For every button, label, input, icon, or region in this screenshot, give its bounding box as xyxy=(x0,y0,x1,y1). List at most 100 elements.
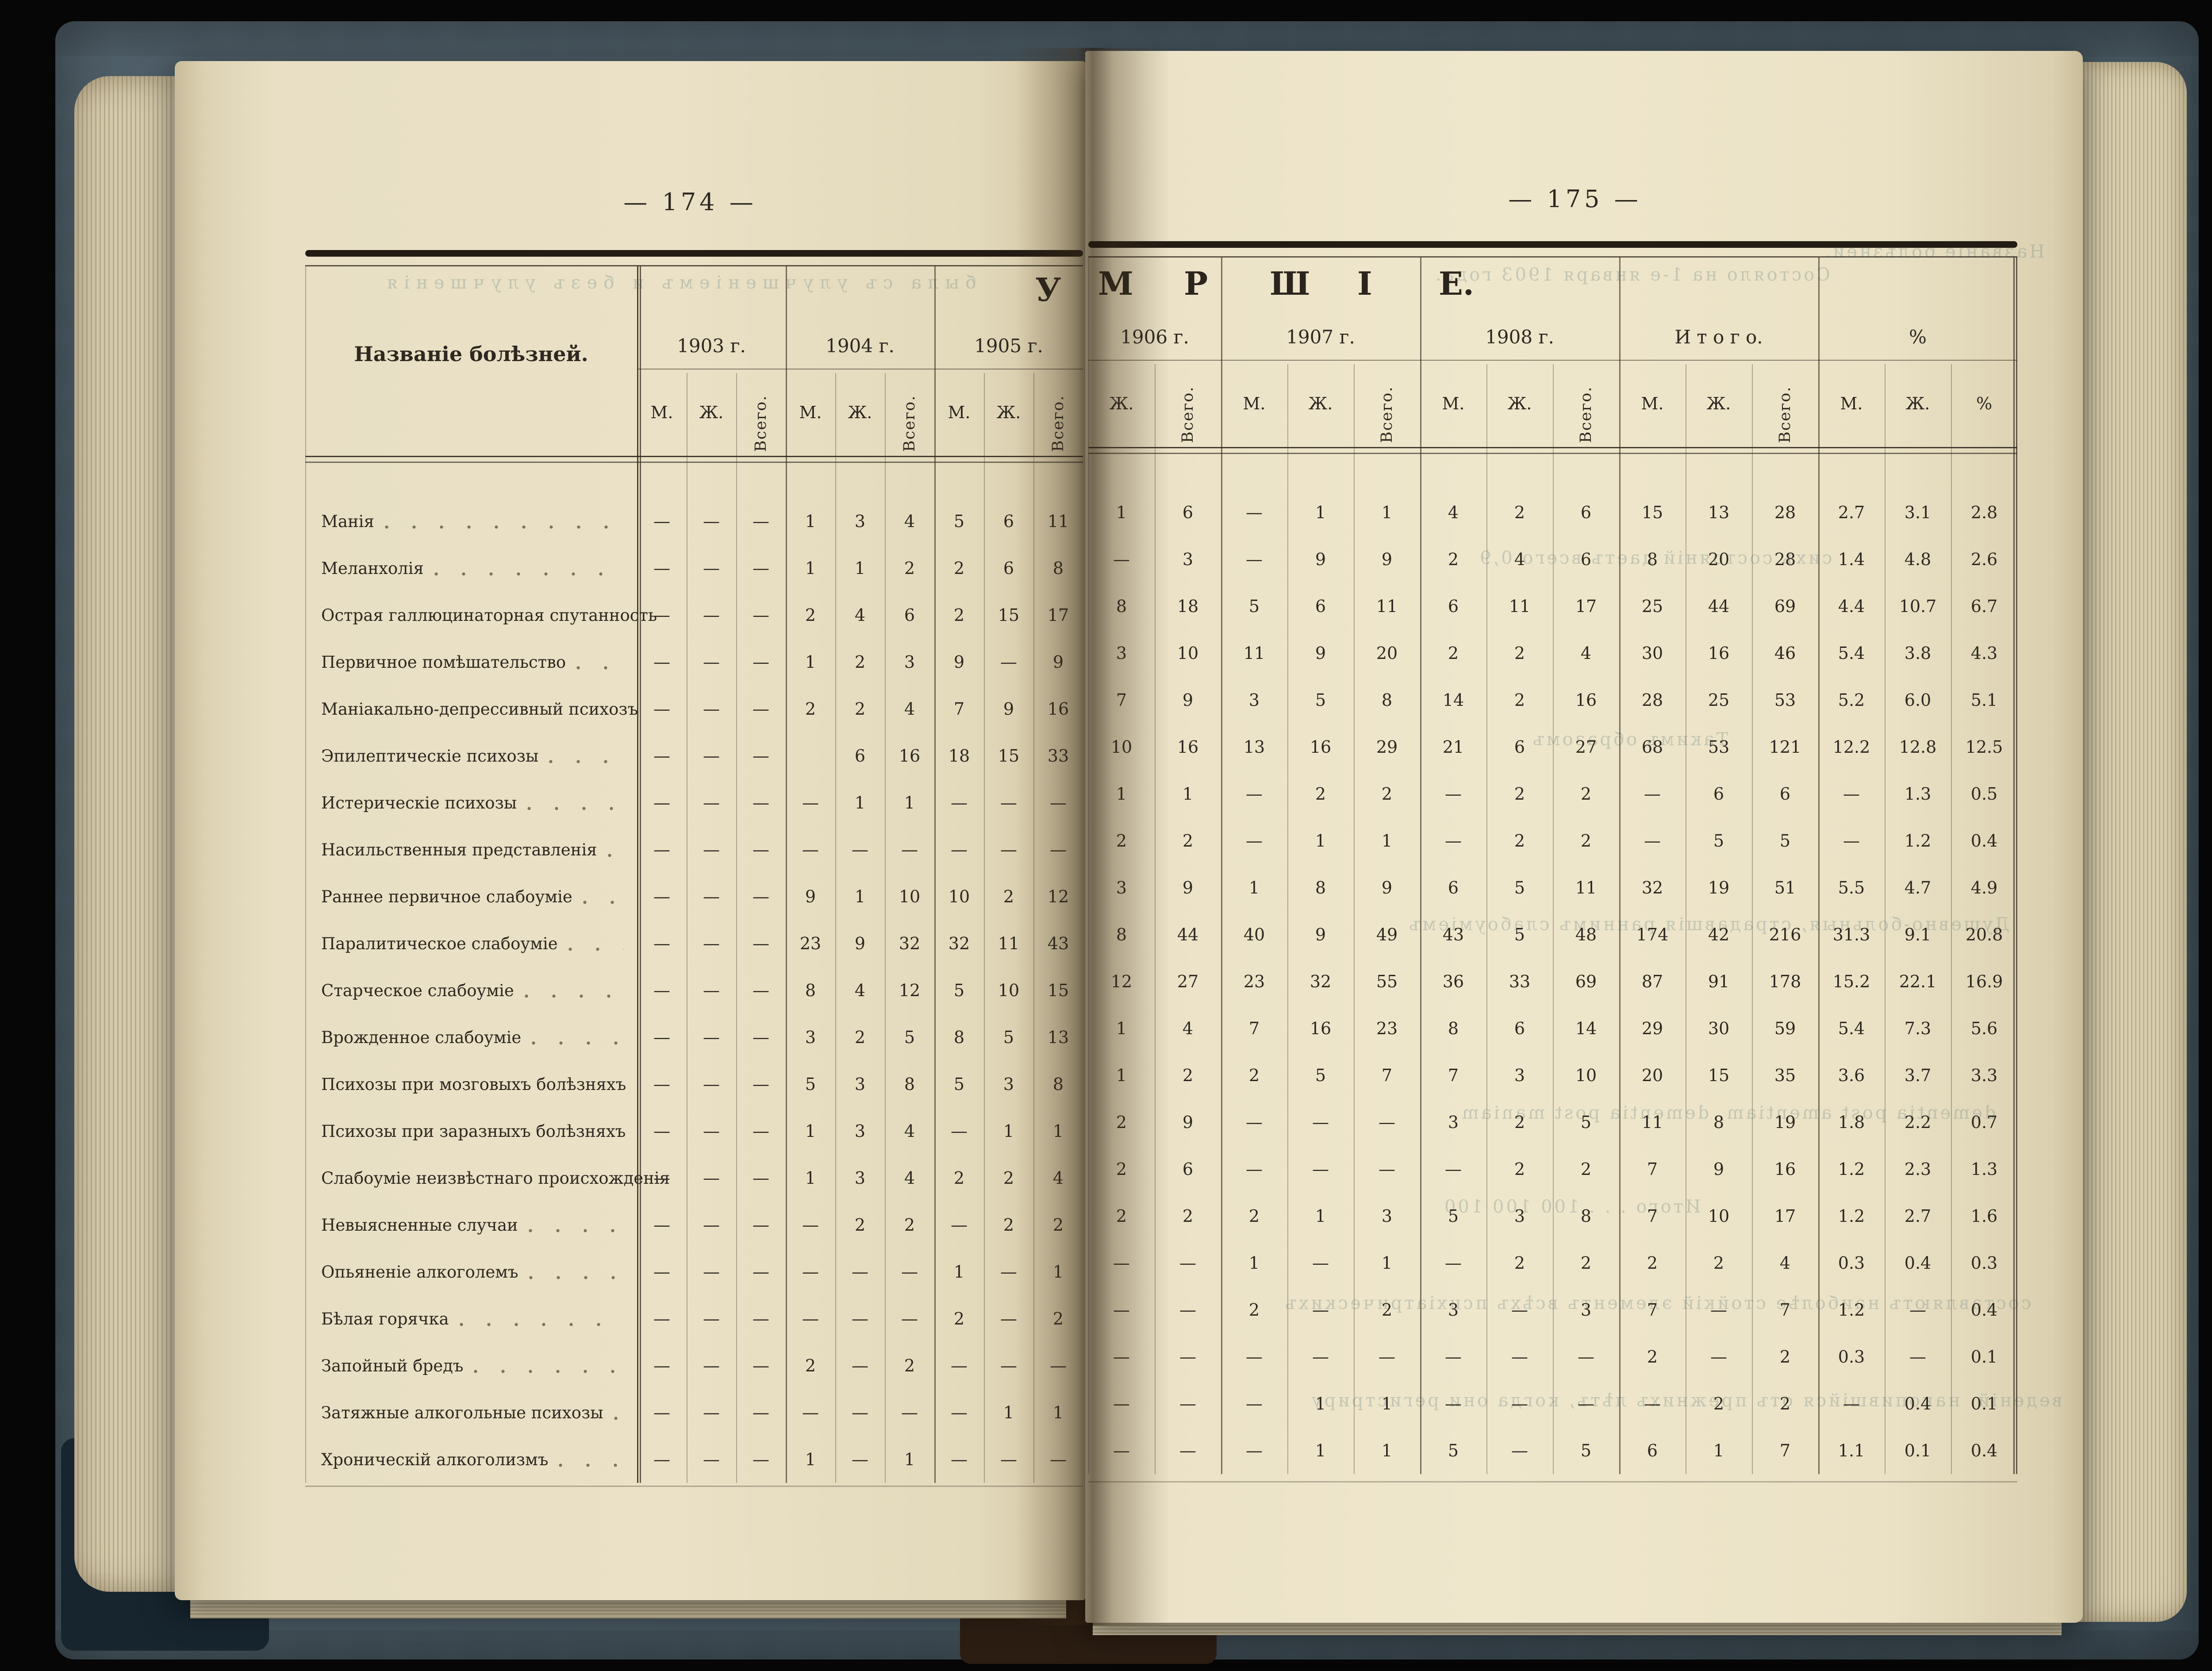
header-bottom-rule xyxy=(305,456,1083,463)
table-cell-left-r18-c1: — xyxy=(653,1309,670,1328)
table-cell-right-r18-c2: — xyxy=(1179,1300,1196,1320)
dot-leader xyxy=(529,1274,624,1281)
table-cell-left-r15-c6: 4 xyxy=(904,1168,915,1188)
table-cell-right-r4-c8: 4 xyxy=(1580,643,1592,663)
table-cell-right-r16-c14: 1.6 xyxy=(1970,1206,1998,1226)
table-cell-left-r17-c8: — xyxy=(1000,1262,1017,1282)
table-cell-right-r3-c12: 4.4 xyxy=(1838,597,1865,616)
table-cell-right-r2-c8: 6 xyxy=(1580,550,1592,569)
table-cell-left-r9-c5: 1 xyxy=(854,887,866,906)
table-cell-left-r4-c1: — xyxy=(653,652,670,672)
table-cell-left-r9-c9: 12 xyxy=(1047,887,1069,906)
table-cell-right-r6-c10: 53 xyxy=(1708,737,1730,757)
table-cell-left-r20-c1: — xyxy=(653,1403,670,1422)
table-cell-left-r13-c1: — xyxy=(653,1074,670,1094)
table-cell-left-r3-c9: 17 xyxy=(1047,605,1069,625)
table-cell-right-r11-c14: 16.9 xyxy=(1965,972,2003,991)
table-cell-right-r8-c11: 5 xyxy=(1779,831,1791,851)
table-cell-left-r8-c3: — xyxy=(753,840,769,859)
table-cell-right-r10-c2: 44 xyxy=(1177,925,1199,944)
column-header-total: Всего. xyxy=(1378,386,1396,443)
column-header-total: Всего. xyxy=(1776,386,1794,443)
row-label: Запойный бредъ xyxy=(321,1356,464,1375)
table-cell-right-r10-c8: 48 xyxy=(1575,925,1597,944)
table-cell-right-r14-c7: 2 xyxy=(1514,1113,1525,1132)
table-cell-right-r17-c1: — xyxy=(1113,1253,1130,1273)
column-header: М. xyxy=(1442,394,1465,413)
column-divider xyxy=(1752,364,1753,1474)
table-cell-right-r10-c14: 20.8 xyxy=(1965,925,2003,944)
table-cell-right-r8-c14: 0.4 xyxy=(1970,831,1998,851)
table-cell-right-r5-c12: 5.2 xyxy=(1838,690,1865,710)
row-label-cell: Первичное помѣшательство xyxy=(305,639,637,685)
table-cell-right-r2-c3: — xyxy=(1246,550,1263,569)
table-cell-left-r3-c7: 2 xyxy=(953,605,965,625)
table-cell-right-r9-c8: 11 xyxy=(1575,878,1597,897)
spread-title-letter: Ш xyxy=(1270,265,1310,302)
table-cell-left-r3-c1: — xyxy=(653,605,670,625)
table-cell-left-r15-c4: 1 xyxy=(805,1168,816,1188)
table-cell-right-r21-c2: — xyxy=(1179,1441,1196,1460)
table-cell-right-r16-c9: 7 xyxy=(1647,1206,1658,1226)
table-cell-right-r8-c3: — xyxy=(1246,831,1263,851)
table-cell-left-r13-c9: 8 xyxy=(1052,1074,1064,1094)
table-cell-right-r2-c13: 4.8 xyxy=(1904,550,1932,569)
table-cell-left-r7-c6: 1 xyxy=(904,793,915,812)
table-cell-right-r7-c13: 1.3 xyxy=(1904,784,1932,804)
table-cell-left-r9-c3: — xyxy=(753,887,769,906)
table-cell-left-r9-c6: 10 xyxy=(899,887,921,906)
table-cell-left-r11-c3: — xyxy=(753,981,769,1000)
table-cell-right-r1-c10: 13 xyxy=(1708,503,1730,522)
dot-leader xyxy=(583,899,624,905)
table-cell-right-r6-c8: 27 xyxy=(1575,737,1597,757)
table-cell-right-r8-c8: 2 xyxy=(1580,831,1592,851)
header-bottom-rule xyxy=(1088,447,2017,454)
table-cell-right-r7-c7: 2 xyxy=(1514,784,1525,804)
table-cell-right-r18-c5: 2 xyxy=(1381,1300,1393,1320)
table-cell-left-r7-c2: — xyxy=(703,793,720,812)
table-cell-right-r4-c6: 2 xyxy=(1448,643,1459,663)
table-cell-left-r20-c8: 1 xyxy=(1003,1403,1014,1422)
table-cell-right-r16-c5: 3 xyxy=(1381,1206,1393,1226)
table-cell-right-r1-c4: 1 xyxy=(1315,503,1326,522)
table-cell-right-r20-c11: 2 xyxy=(1779,1394,1791,1413)
table-cell-left-r10-c9: 43 xyxy=(1047,934,1069,953)
table-cell-left-r20-c7: — xyxy=(951,1403,968,1422)
table-cell-left-r17-c5: — xyxy=(852,1262,868,1282)
table-cell-right-r13-c9: 20 xyxy=(1641,1066,1663,1085)
table-cell-right-r21-c5: 1 xyxy=(1381,1441,1393,1460)
table-cell-right-r3-c9: 25 xyxy=(1641,597,1663,616)
column-header-total: Всего. xyxy=(1577,386,1595,443)
table-cell-right-r10-c1: 8 xyxy=(1116,925,1127,944)
table-cell-left-r20-c9: 1 xyxy=(1052,1403,1064,1422)
right-page xyxy=(1085,51,2083,1623)
table-cell-left-r11-c9: 15 xyxy=(1047,981,1069,1000)
row-label: Истерическіе психозы xyxy=(321,793,517,812)
dot-leader xyxy=(459,1321,624,1328)
table-cell-left-r10-c4: 23 xyxy=(799,934,822,953)
table-cell-left-r1-c7: 5 xyxy=(953,512,965,531)
table-cell-right-r17-c5: 1 xyxy=(1381,1253,1393,1273)
table-cell-right-r18-c8: 3 xyxy=(1580,1300,1592,1320)
table-cell-right-r14-c9: 11 xyxy=(1641,1113,1663,1132)
table-cell-left-r4-c4: 1 xyxy=(805,652,816,672)
table-cell-right-r10-c13: 9.1 xyxy=(1904,925,1932,944)
table-cell-right-r21-c4: 1 xyxy=(1315,1441,1326,1460)
table-cell-right-r12-c10: 30 xyxy=(1708,1019,1730,1038)
table-cell-left-r8-c9: — xyxy=(1050,840,1067,859)
table-cell-right-r21-c13: 0.1 xyxy=(1904,1441,1932,1460)
table-cell-right-r5-c6: 14 xyxy=(1442,690,1464,710)
column-divider xyxy=(1287,364,1288,1474)
table-cell-right-r12-c3: 7 xyxy=(1248,1019,1260,1038)
table-cell-right-r16-c8: 8 xyxy=(1580,1206,1592,1226)
dot-leader xyxy=(474,1368,624,1375)
table-cell-left-r19-c3: — xyxy=(753,1356,769,1375)
row-label: Слабоуміе неизвѣстнаго происхожденія xyxy=(321,1168,670,1188)
table-cell-left-r16-c1: — xyxy=(653,1215,670,1235)
row-label: Психозы при мозговыхъ болѣзняхъ xyxy=(321,1074,626,1094)
table-cell-left-r15-c3: — xyxy=(753,1168,769,1188)
table-cell-right-r21-c1: — xyxy=(1113,1441,1130,1460)
table-cell-right-r19-c10: — xyxy=(1710,1347,1727,1367)
row-label-cell: Слабоуміе неизвѣстнаго происхожденія xyxy=(305,1155,670,1201)
dot-leader xyxy=(607,852,624,859)
